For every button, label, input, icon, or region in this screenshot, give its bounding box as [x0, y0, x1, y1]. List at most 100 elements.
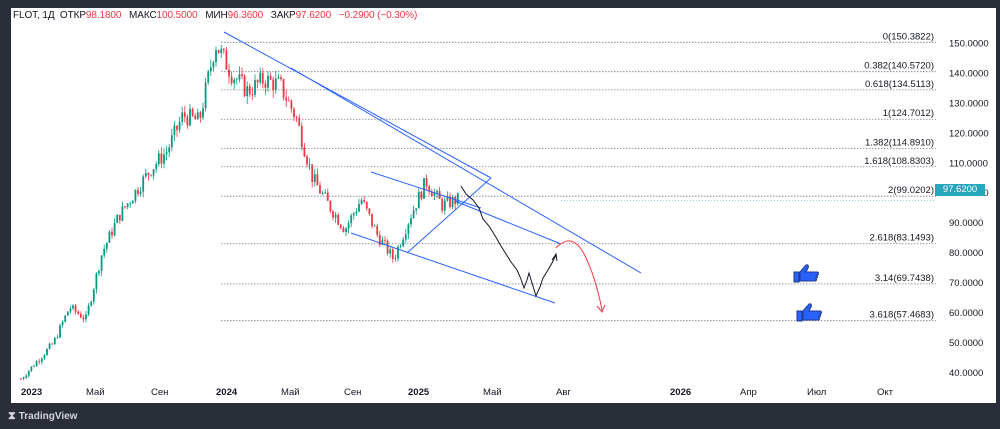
candle-body: [384, 240, 386, 241]
x-tick-label: Апр: [740, 387, 757, 398]
candle-body: [85, 314, 87, 320]
candle-body: [254, 80, 256, 95]
candle-body: [33, 366, 35, 368]
candle-body: [352, 213, 355, 216]
open-label: ОТКР: [59, 10, 86, 21]
x-tick-label: Май: [281, 387, 300, 398]
candle-body: [251, 94, 254, 96]
low-value: 96.3600: [227, 10, 264, 21]
candle-body: [306, 156, 308, 165]
candle-body: [355, 211, 358, 214]
candle-body: [222, 48, 225, 51]
candle-body: [363, 200, 366, 202]
y-tick-label: 140.0000: [949, 68, 989, 79]
candle-body: [217, 50, 220, 54]
candle-body: [394, 258, 397, 260]
tradingview-logo[interactable]: ⧗ TradingView: [8, 410, 77, 423]
candle-body: [178, 121, 181, 130]
x-tick-label: Май: [483, 387, 502, 398]
y-tick-label: 150.0000: [949, 38, 989, 49]
channel-trendline: [350, 232, 556, 304]
last-price-badge: 97.6200: [935, 184, 985, 196]
candle-body: [66, 311, 69, 316]
candle-body: [381, 240, 384, 245]
high-value: 100.5000: [156, 10, 198, 21]
candle-body: [441, 198, 444, 211]
candle-body: [420, 191, 423, 199]
fib-level-label: 1.382(114.8910): [865, 138, 934, 149]
fib-level-label: 1.618(108.8303): [864, 156, 934, 167]
fib-level-label: 2.618(83.1493): [870, 233, 934, 244]
candle-body: [277, 77, 280, 79]
x-tick-label: Авг: [556, 387, 571, 398]
fib-level-label: 0.382(140.5720): [864, 61, 934, 72]
candle-body: [35, 361, 38, 367]
fib-level-label: 0.618(134.5113): [865, 79, 934, 90]
candle-body: [326, 192, 329, 201]
candle-body: [121, 206, 124, 221]
candle-body: [157, 153, 160, 165]
candle-body: [389, 249, 392, 254]
candle-body: [43, 355, 46, 359]
projection-path-red: [555, 240, 603, 311]
candle-body: [92, 289, 95, 302]
candle-body: [324, 192, 327, 194]
candle-body: [79, 313, 82, 318]
candle-body: [282, 79, 285, 98]
candle-body: [386, 240, 389, 254]
candle-body: [183, 112, 186, 118]
fib-level-label: 3.618(57.4683): [870, 310, 934, 321]
channel-trendline: [223, 31, 492, 179]
candle-body: [449, 196, 451, 208]
candle-body: [433, 192, 436, 197]
x-tick-label: 2023: [21, 387, 42, 398]
brand-label: TradingView: [18, 411, 78, 422]
candle-body: [410, 218, 412, 225]
candle-body: [95, 273, 98, 290]
footer-bar: ⧗ TradingView: [0, 403, 1000, 429]
candle-body: [259, 72, 262, 83]
candle-body: [443, 200, 446, 211]
y-tick-label: 80.0000: [949, 248, 983, 259]
candle-body: [280, 77, 282, 80]
candle-body: [423, 178, 425, 199]
channel-trendline: [454, 200, 562, 245]
candle-body: [287, 100, 290, 102]
candle-body: [204, 82, 207, 109]
ohlc-header: FLOT, 1Д ОТКР98.1800 МАКС100.5000 МИН96.…: [13, 10, 422, 21]
candle-body: [61, 321, 64, 326]
chart-svg[interactable]: 40.0000 50.0000 60.0000 70.0000 80.0000 90.00…: [11, 8, 996, 403]
fib-level-label: 2(99.0202): [888, 185, 934, 196]
close-value: 97.6200: [295, 10, 332, 21]
candle-body: [131, 201, 134, 204]
candle-body: [228, 69, 230, 77]
projection-path-black: [460, 185, 557, 298]
candle-body: [147, 172, 150, 175]
candle-body: [347, 223, 350, 229]
y-tick-label: 90.0000: [949, 218, 983, 229]
candle-body: [233, 79, 236, 84]
candle-body: [108, 231, 111, 243]
candle-body: [124, 206, 126, 208]
candle-body: [412, 210, 415, 219]
candle-body: [72, 305, 74, 309]
low-label: МИН: [205, 10, 228, 21]
candle-body: [189, 108, 191, 126]
candle-body: [77, 311, 80, 314]
y-tick-label: 50.0000: [949, 338, 983, 349]
x-tick-label: Сен: [344, 387, 361, 398]
candle-body: [246, 86, 249, 97]
chart-area[interactable]: FLOT, 1Д ОТКР98.1800 МАКС100.5000 МИН96.…: [11, 8, 996, 403]
candle-body: [46, 348, 48, 356]
candle-body: [391, 249, 394, 259]
candle-body: [417, 191, 420, 209]
candle-body: [103, 248, 106, 256]
candle-body: [59, 325, 61, 338]
channel-trendline: [406, 177, 492, 254]
change-value: −0.2900 (−0.30%): [338, 10, 418, 21]
x-tick-label: Окт: [877, 387, 894, 398]
candle-body: [290, 100, 293, 109]
candle-body: [196, 112, 199, 120]
candle-body: [163, 154, 165, 164]
candle-body: [451, 197, 454, 208]
